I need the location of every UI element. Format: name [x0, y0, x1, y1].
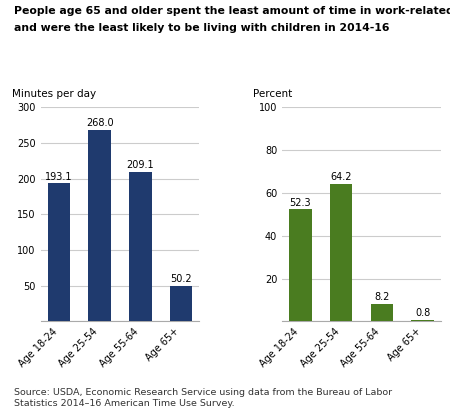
- Bar: [170, 286, 192, 321]
- Text: People age 65 and older spent the least amount of time in work-related activitie: People age 65 and older spent the least …: [14, 6, 450, 16]
- Text: 268.0: 268.0: [86, 118, 113, 128]
- Bar: [289, 209, 312, 321]
- Text: 209.1: 209.1: [126, 160, 154, 170]
- Bar: [371, 304, 393, 321]
- Text: 50.2: 50.2: [170, 274, 192, 284]
- Bar: [330, 184, 352, 321]
- Text: Percent: Percent: [253, 89, 292, 98]
- Bar: [88, 130, 111, 321]
- Bar: [411, 320, 434, 321]
- Text: and were the least likely to be living with children in 2014-16: and were the least likely to be living w…: [14, 23, 389, 33]
- Text: 52.3: 52.3: [290, 198, 311, 208]
- Bar: [129, 172, 152, 321]
- Text: Minutes per day: Minutes per day: [12, 89, 96, 98]
- Text: 0.8: 0.8: [415, 308, 430, 318]
- Text: Source: USDA, Economic Research Service using data from the Bureau of Labor
Stat: Source: USDA, Economic Research Service …: [14, 389, 392, 408]
- Text: 193.1: 193.1: [45, 172, 72, 182]
- Text: 8.2: 8.2: [374, 292, 390, 302]
- Text: 64.2: 64.2: [330, 172, 352, 183]
- Bar: [48, 183, 70, 321]
